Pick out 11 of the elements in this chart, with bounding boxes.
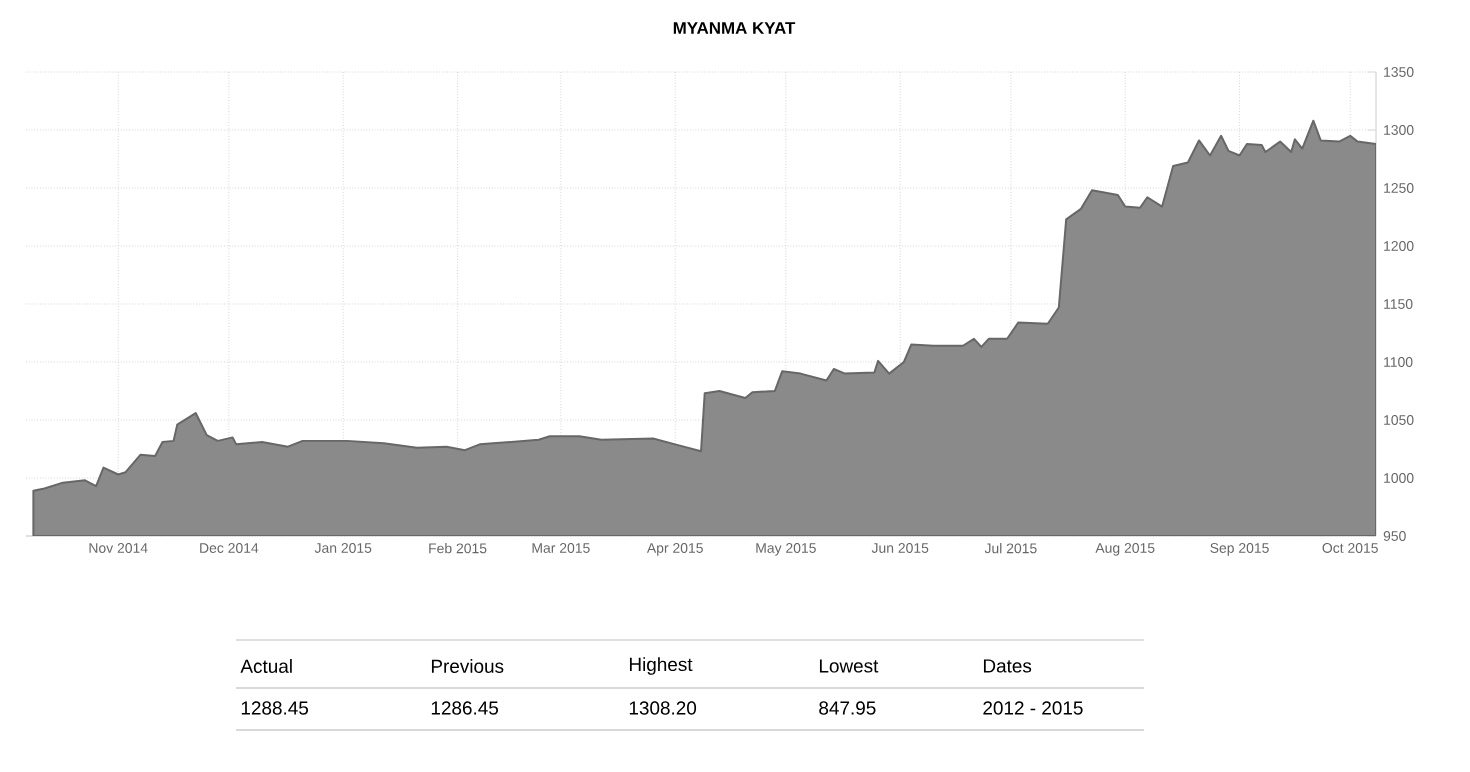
text: Highest [629,657,693,675]
text: Previous [431,659,504,673]
text: 1308.20 [629,701,697,715]
text: Dates [983,659,1032,673]
text: 1286.45 [431,701,499,715]
text: Actual [240,659,292,673]
text: Lowest [819,659,879,673]
text: 2012 - 2015 [983,701,1083,715]
chart-title: MYANMA KYAT [673,22,796,34]
text: 1288.45 [241,701,309,715]
text: 847.95 [819,701,876,715]
